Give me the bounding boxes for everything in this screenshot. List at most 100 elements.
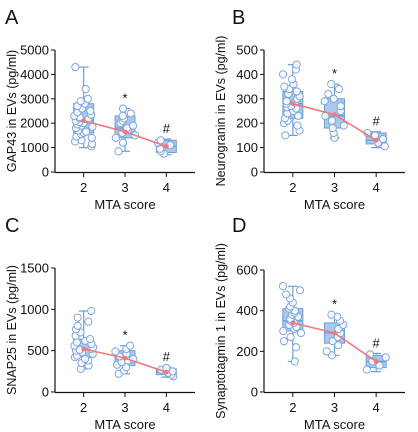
mean-marker <box>122 129 128 135</box>
data-point <box>292 60 301 69</box>
data-point <box>328 123 337 133</box>
data-point <box>334 341 343 350</box>
mean-marker <box>290 101 296 107</box>
significance-marker: # <box>163 349 171 364</box>
panel-letter: A <box>5 7 19 29</box>
mean-marker <box>163 143 169 149</box>
mean-marker <box>81 346 87 352</box>
mean-marker <box>373 137 379 143</box>
data-point <box>278 70 288 79</box>
data-point <box>322 347 331 356</box>
data-point <box>292 87 301 96</box>
mean-marker <box>81 118 87 124</box>
data-point <box>294 111 303 120</box>
x-tick-label: 2 <box>289 180 296 195</box>
significance-marker: * <box>122 328 127 343</box>
data-point <box>84 317 93 326</box>
data-point <box>278 282 288 291</box>
data-point <box>279 326 288 336</box>
data-point <box>81 84 90 94</box>
data-point <box>118 104 128 113</box>
y-tick-label: 100 <box>236 140 258 155</box>
significance-marker: * <box>122 91 127 106</box>
y-axis-label: Synaptotagmin 1 in EVs (pg/ml) <box>214 243 228 419</box>
data-point <box>87 306 96 316</box>
panel-letter: C <box>5 215 19 237</box>
y-tick-label: 0 <box>42 385 49 400</box>
data-point <box>327 80 336 89</box>
significance-marker: # <box>373 335 381 350</box>
x-axis-label: MTA score <box>94 417 155 432</box>
data-point <box>334 84 344 94</box>
x-axis-label: MTA score <box>304 417 365 432</box>
mean-marker <box>122 355 128 361</box>
data-point <box>86 334 95 344</box>
y-tick-label: 300 <box>236 91 258 106</box>
data-point <box>290 357 299 366</box>
data-point <box>281 131 290 140</box>
data-point <box>118 138 128 147</box>
data-point <box>280 82 289 91</box>
data-point <box>282 290 291 299</box>
data-point <box>81 354 90 364</box>
data-point <box>293 121 302 130</box>
data-point <box>71 62 80 72</box>
data-point <box>83 94 92 103</box>
y-tick-label: 400 <box>236 67 258 82</box>
data-point <box>111 133 120 142</box>
data-point <box>378 134 388 144</box>
data-point <box>168 367 177 376</box>
y-tick-label: 500 <box>236 43 258 58</box>
data-point <box>129 121 138 130</box>
x-tick-label: 3 <box>121 180 128 195</box>
data-point <box>111 347 120 356</box>
data-point <box>87 133 96 142</box>
mean-marker <box>332 112 337 118</box>
y-tick-label: 1000 <box>20 140 49 155</box>
x-tick-label: 2 <box>80 180 87 195</box>
data-point <box>86 106 95 116</box>
chart-panel-b: B 0 100 200 300 400 500 Neurogranin in EVs (pg/… <box>214 7 405 212</box>
y-tick-label: 4000 <box>20 67 49 82</box>
data-point <box>327 116 336 125</box>
data-point <box>126 109 135 118</box>
data-point <box>296 328 306 338</box>
y-tick-label: 0 <box>251 385 258 400</box>
data-point <box>287 75 297 84</box>
chart-panel-d: D 0 200 400 600 Synaptotagmin 1 in EVs (pg/ml… <box>214 215 405 432</box>
mean-marker <box>332 330 337 336</box>
data-point <box>72 338 81 347</box>
y-tick-label: 0 <box>42 165 49 180</box>
data-point <box>375 361 384 370</box>
significance-marker: * <box>332 297 337 312</box>
x-tick-label: 4 <box>373 180 380 195</box>
y-tick-label: 1500 <box>20 261 49 276</box>
data-point <box>320 97 329 106</box>
y-axis-label: GAP43 in EVs (pg/ml) <box>5 50 19 172</box>
mean-marker <box>290 320 296 326</box>
y-axis-label: Neurogranin in EVs (pg/ml) <box>214 36 228 187</box>
y-tick-label: 0 <box>251 165 258 180</box>
x-axis-label: MTA score <box>304 197 365 212</box>
y-tick-label: 5000 <box>20 43 49 58</box>
y-axis-label: SNAP25 in EVs (pg/ml) <box>5 265 19 395</box>
x-tick-label: 2 <box>80 400 87 415</box>
y-tick-label: 400 <box>236 303 258 318</box>
data-point <box>339 121 348 130</box>
data-point <box>329 94 338 103</box>
data-point <box>73 321 82 330</box>
data-point <box>125 341 135 350</box>
data-point <box>73 313 82 322</box>
y-tick-label: 500 <box>27 343 49 358</box>
data-point <box>324 89 333 99</box>
data-point <box>295 286 305 295</box>
data-point <box>327 351 337 360</box>
mean-marker <box>373 359 379 364</box>
significance-marker: # <box>373 114 381 129</box>
data-point <box>291 343 301 352</box>
data-point <box>76 97 85 106</box>
data-point <box>118 111 127 120</box>
y-tick-label: 1000 <box>20 302 49 317</box>
